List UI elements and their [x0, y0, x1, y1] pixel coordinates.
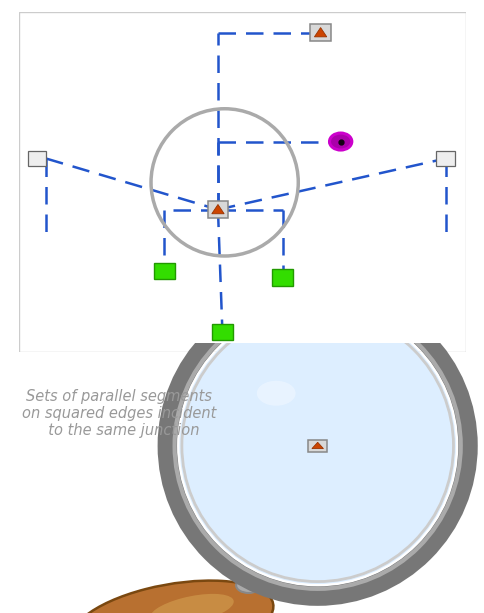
- FancyBboxPatch shape: [310, 24, 330, 41]
- FancyBboxPatch shape: [207, 201, 228, 218]
- Ellipse shape: [257, 381, 295, 406]
- Text: Sets of parallel segments
on squared edges incident
  to the same junction: Sets of parallel segments on squared edg…: [22, 389, 215, 438]
- FancyBboxPatch shape: [307, 440, 327, 452]
- FancyBboxPatch shape: [212, 324, 233, 340]
- Ellipse shape: [72, 581, 273, 613]
- Ellipse shape: [236, 577, 260, 593]
- FancyBboxPatch shape: [153, 262, 175, 279]
- FancyBboxPatch shape: [272, 270, 293, 286]
- Ellipse shape: [179, 308, 455, 584]
- Circle shape: [329, 133, 351, 150]
- Polygon shape: [212, 205, 224, 214]
- FancyBboxPatch shape: [19, 12, 465, 352]
- Polygon shape: [311, 443, 323, 449]
- Ellipse shape: [150, 594, 233, 613]
- FancyBboxPatch shape: [436, 151, 454, 166]
- FancyBboxPatch shape: [28, 151, 46, 166]
- Polygon shape: [314, 28, 326, 37]
